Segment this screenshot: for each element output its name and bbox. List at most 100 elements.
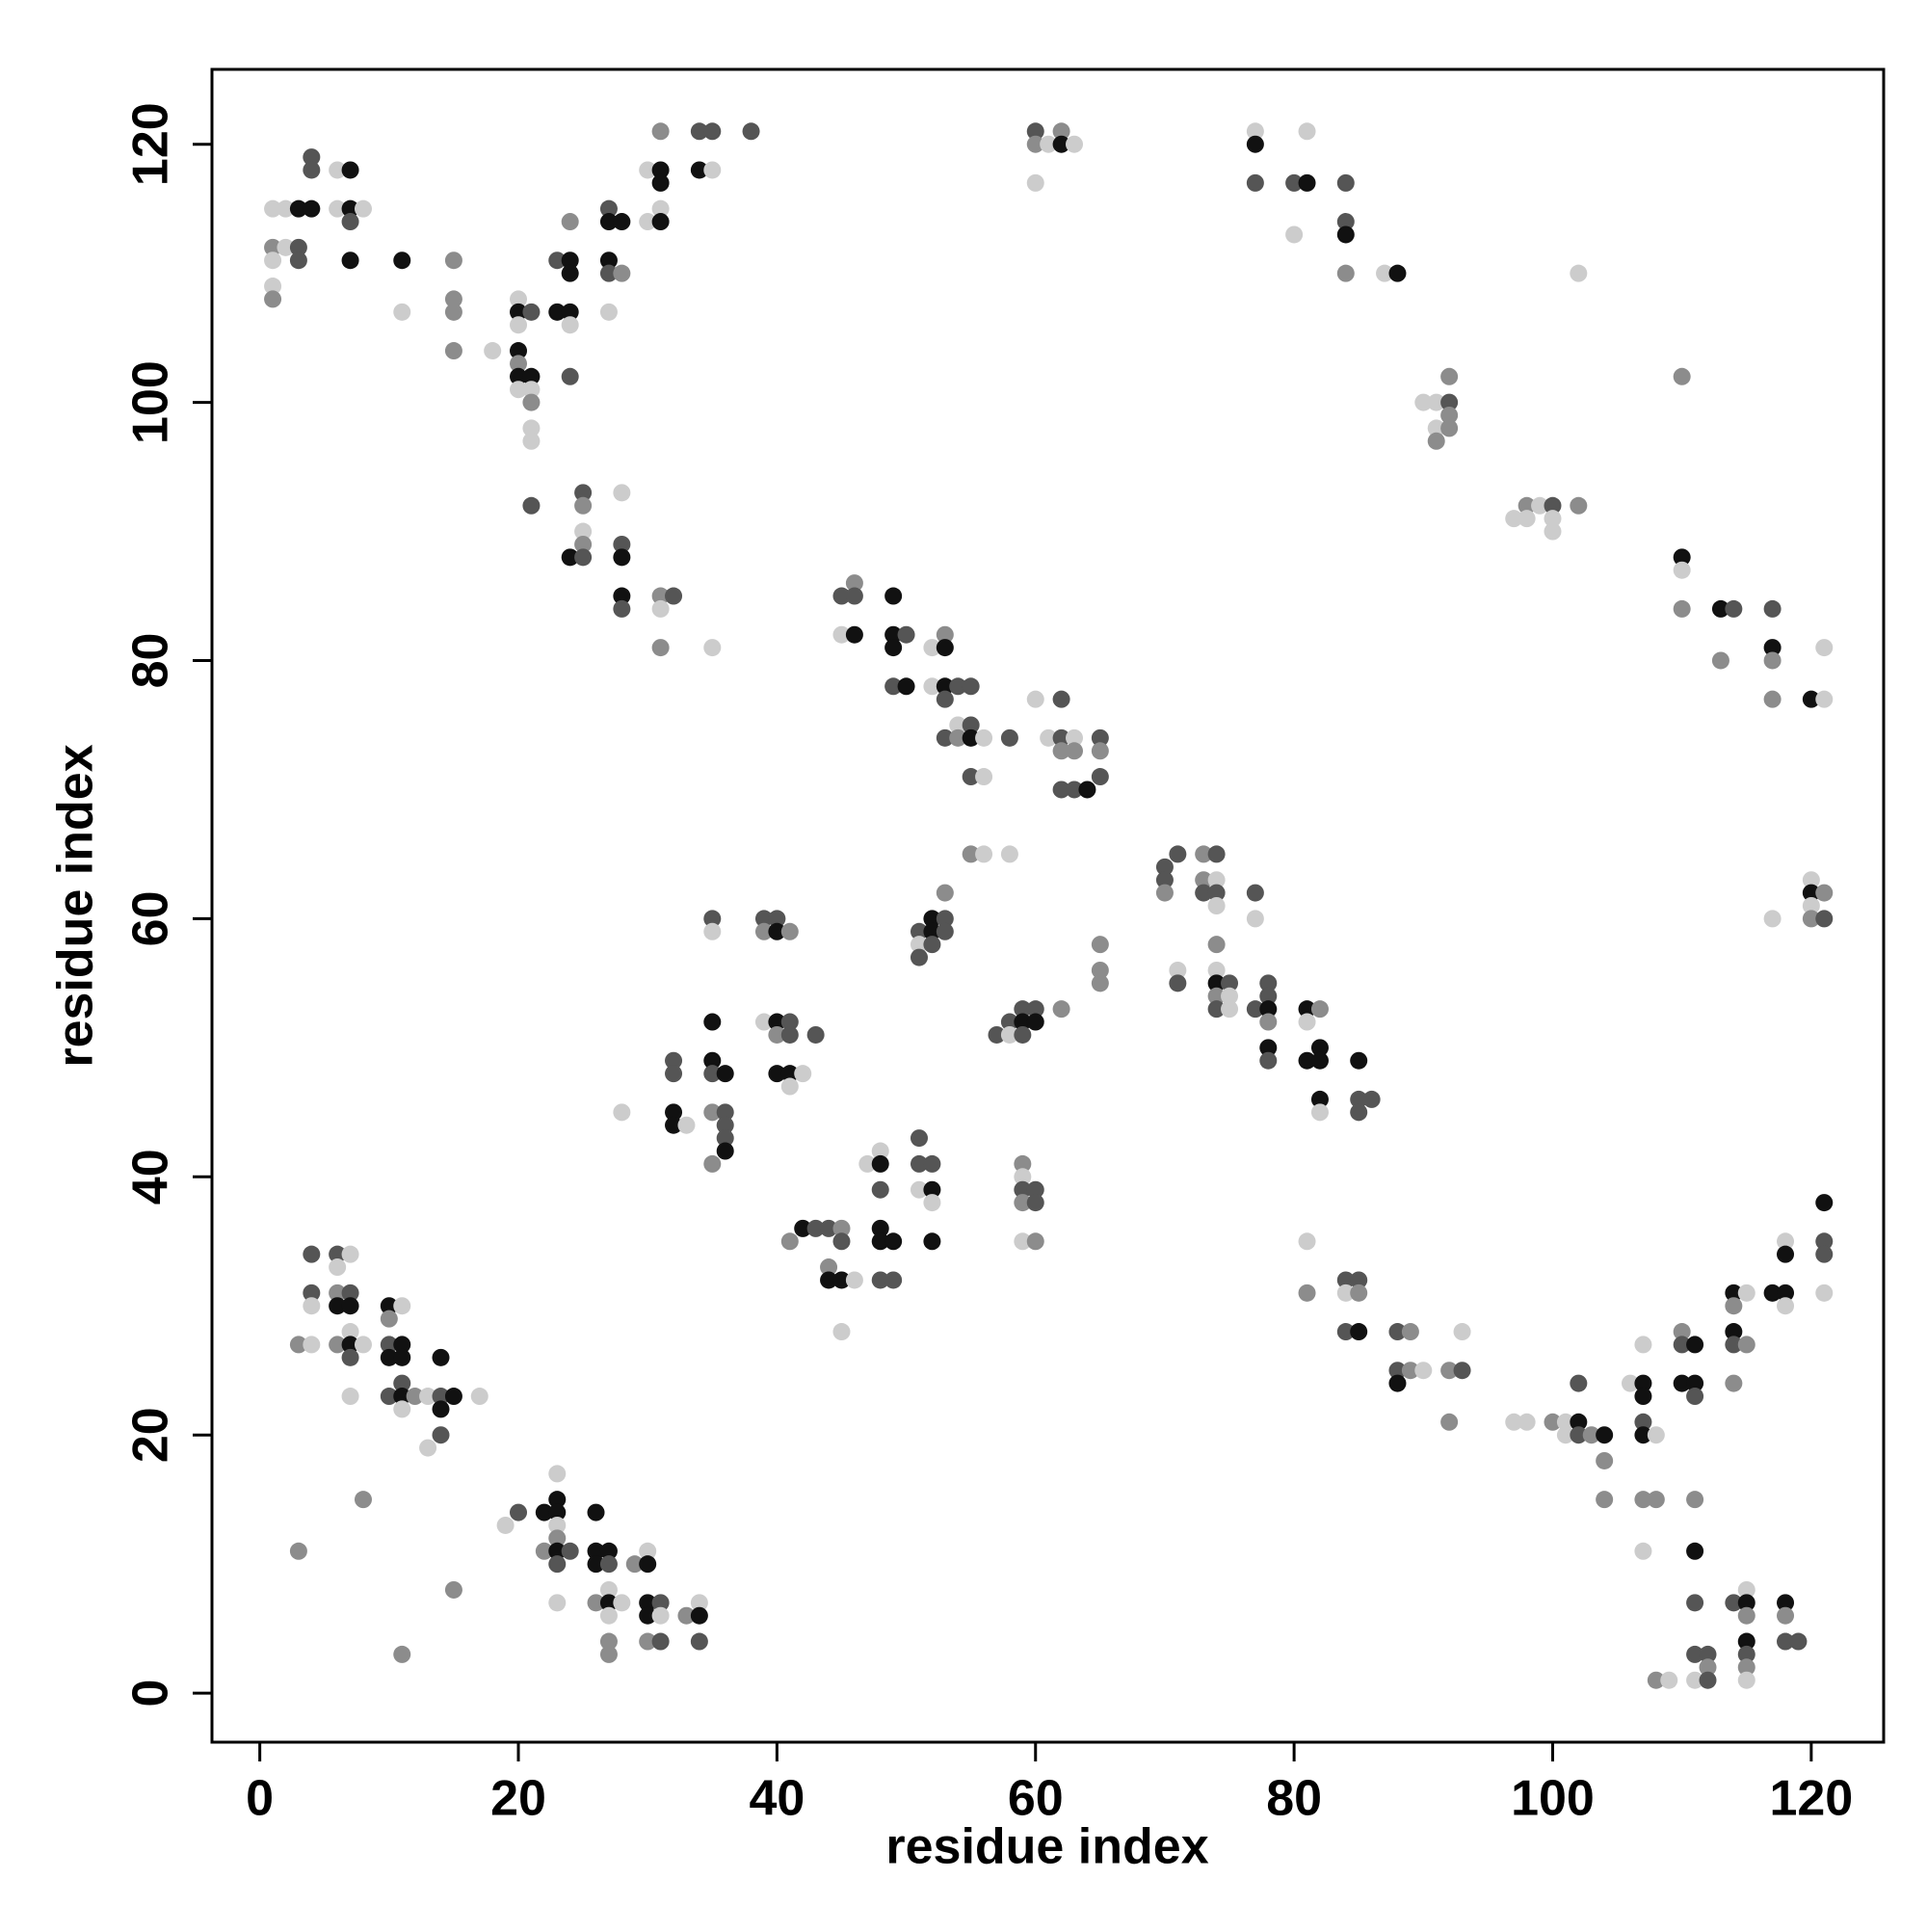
y-tick-label: 60: [123, 890, 179, 946]
point: [1091, 742, 1109, 760]
point: [703, 1103, 722, 1122]
point: [639, 1606, 657, 1625]
point: [703, 1013, 722, 1031]
point: [1401, 1362, 1419, 1380]
point: [1673, 599, 1691, 618]
point: [1078, 781, 1096, 799]
point: [1091, 768, 1109, 786]
point: [1091, 961, 1109, 979]
point: [1725, 599, 1743, 618]
point: [393, 1336, 411, 1354]
point: [1336, 264, 1355, 282]
point: [522, 496, 541, 515]
point: [1195, 884, 1213, 902]
point: [432, 1388, 450, 1406]
point: [1725, 1374, 1743, 1392]
point: [1427, 419, 1445, 437]
point: [522, 432, 541, 450]
point: [794, 1065, 812, 1083]
point: [393, 1374, 411, 1392]
point: [1725, 1323, 1743, 1341]
point: [1014, 1013, 1032, 1031]
point: [574, 548, 593, 567]
point: [1777, 1297, 1795, 1315]
point: [871, 1142, 889, 1160]
point: [613, 1103, 631, 1122]
x-tick-label: 120: [1769, 1771, 1853, 1827]
point: [1634, 1491, 1652, 1509]
point: [522, 303, 541, 321]
point: [1298, 1013, 1316, 1031]
point: [716, 1103, 734, 1122]
point: [845, 625, 863, 644]
point: [561, 316, 579, 334]
point: [1440, 393, 1459, 411]
point: [1815, 910, 1834, 928]
point: [1544, 496, 1562, 515]
point: [910, 1129, 928, 1148]
point: [1686, 1491, 1704, 1509]
y-tick-label: 120: [123, 102, 179, 186]
point: [1000, 1025, 1018, 1044]
point: [936, 910, 954, 928]
point: [1414, 393, 1433, 411]
point: [1686, 1542, 1704, 1560]
point: [1582, 1426, 1600, 1444]
point: [522, 367, 541, 385]
point: [962, 845, 980, 863]
point: [1246, 884, 1264, 902]
point: [845, 574, 863, 593]
point: [522, 381, 541, 399]
point: [613, 264, 631, 282]
point: [1285, 225, 1304, 244]
point: [303, 1336, 321, 1354]
point: [1686, 1594, 1704, 1612]
point: [1040, 728, 1058, 747]
point: [884, 677, 903, 696]
point: [510, 367, 528, 385]
point: [548, 1491, 567, 1509]
point: [1763, 690, 1782, 708]
point: [1596, 1491, 1614, 1509]
point: [1336, 1323, 1355, 1341]
point: [1221, 1000, 1239, 1019]
point: [341, 1284, 359, 1302]
point: [1763, 1284, 1782, 1302]
point: [936, 625, 954, 644]
point: [510, 355, 528, 373]
point: [1310, 1103, 1329, 1122]
point: [1000, 1013, 1018, 1031]
point: [444, 290, 462, 308]
point: [1310, 1000, 1329, 1019]
point: [444, 342, 462, 360]
point: [910, 1154, 928, 1173]
point: [716, 1065, 734, 1083]
point: [1725, 1297, 1743, 1315]
point: [419, 1439, 437, 1457]
y-tick-label: 0: [123, 1680, 179, 1707]
point: [1221, 987, 1239, 1005]
point: [677, 1116, 696, 1134]
point: [393, 1348, 411, 1366]
point: [962, 716, 980, 734]
point: [380, 1310, 398, 1328]
point: [599, 213, 618, 231]
point: [1815, 1194, 1834, 1212]
point: [1052, 781, 1070, 799]
point: [548, 251, 567, 270]
point: [832, 587, 851, 605]
point: [432, 1400, 450, 1418]
point: [1246, 173, 1264, 192]
point: [1414, 1362, 1433, 1380]
point: [341, 161, 359, 179]
point: [329, 1297, 347, 1315]
point: [1815, 639, 1834, 657]
point: [936, 922, 954, 940]
point: [651, 639, 670, 657]
point: [1066, 135, 1084, 153]
point: [780, 1065, 799, 1083]
point: [393, 1645, 411, 1663]
point: [574, 496, 593, 515]
point: [1259, 1000, 1278, 1019]
point: [1350, 1271, 1368, 1289]
